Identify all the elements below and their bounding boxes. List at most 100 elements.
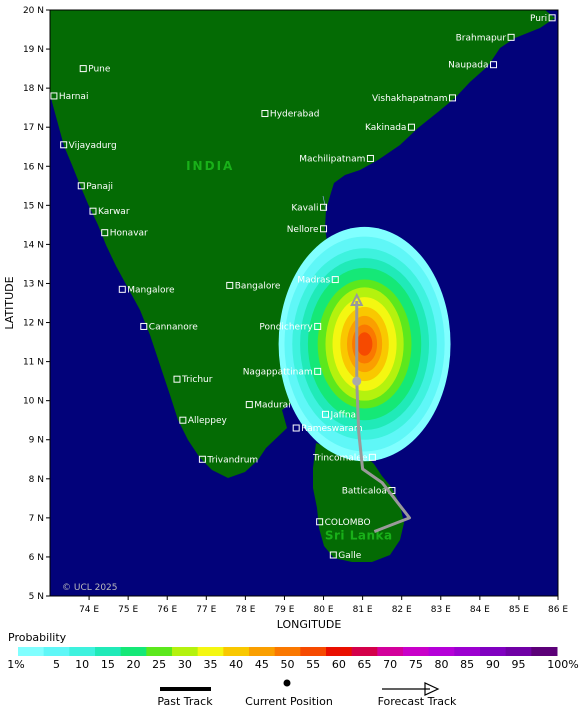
city-marker-icon: [261, 110, 269, 118]
city-label: Karwar: [98, 207, 130, 217]
city-marker-icon: [407, 123, 415, 131]
legend-swatch-label: 60: [332, 658, 346, 671]
lon-tick-label: 84 E: [470, 605, 490, 615]
city-label: Honavar: [110, 229, 148, 239]
city-marker-icon: [198, 455, 206, 463]
forecast-arrow-icon: [424, 682, 440, 696]
city-marker-icon: [292, 424, 300, 432]
legend-swatch: [326, 647, 353, 656]
legend-swatch: [146, 647, 173, 656]
legend-swatch-label: 25: [152, 658, 166, 671]
legend-swatch: [274, 647, 301, 656]
legend-swatch: [69, 647, 96, 656]
lon-tick-label: 85 E: [509, 605, 529, 615]
city-label: Pondicherry: [259, 322, 313, 332]
city-marker-icon: [548, 14, 556, 22]
city-label: Nellore: [287, 225, 319, 235]
legend-swatch-label: 95: [512, 658, 526, 671]
legend-swatch: [454, 647, 481, 656]
current-position-sample: [283, 679, 291, 687]
city-marker-icon: [173, 375, 181, 383]
city-label: Vishakhapatnam: [372, 94, 448, 104]
city-label: Trincomalee: [312, 453, 368, 463]
past-track-label: Past Track: [157, 695, 213, 708]
city-label: Jaffna: [329, 410, 356, 420]
legend-swatch-label: 50: [281, 658, 295, 671]
lat-tick-label: 19 N: [23, 45, 44, 55]
legend-swatch: [43, 647, 70, 656]
lon-tick-label: 83 E: [431, 605, 451, 615]
legend-swatch-label: 5: [53, 658, 60, 671]
lat-tick-label: 18 N: [23, 84, 44, 94]
legend-swatch-label: 75: [409, 658, 423, 671]
city-label: Galle: [338, 551, 361, 561]
lon-tick-label: 81 E: [353, 605, 373, 615]
city-label: Nagappattinam: [243, 367, 313, 377]
region-label: INDIA: [186, 159, 234, 173]
lat-tick-label: 20 N: [23, 6, 44, 16]
x-axis-title: LONGITUDE: [277, 618, 342, 631]
city-marker-icon: [448, 94, 456, 102]
axis-ticks: 20 N 19 N 18 N 17 N 16 N 15 N 14 N 13 N 12 N 11 N…: [23, 6, 568, 615]
legend-swatch-label: 35: [204, 658, 218, 671]
current-position-label: Current Position: [245, 695, 333, 708]
city-label: Kavali: [291, 203, 318, 213]
lon-tick-label: 75 E: [118, 605, 138, 615]
legend-swatch-label: 65: [358, 658, 372, 671]
india-landmass: [50, 10, 555, 478]
city-label: Alleppey: [188, 416, 228, 426]
city-label: Pune: [88, 65, 111, 75]
city-marker-icon: [226, 281, 234, 289]
city-marker-icon: [320, 225, 328, 233]
legend-swatch: [197, 647, 224, 656]
city-marker-icon: [507, 33, 515, 41]
city-label: Naupada: [448, 61, 488, 71]
legend-swatch: [351, 647, 378, 656]
legend-swatch-label: 30: [178, 658, 192, 671]
city-marker-icon: [179, 416, 187, 424]
lat-tick-label: 15 N: [23, 201, 44, 211]
legend-swatch: [95, 647, 122, 656]
lat-tick-label: 12 N: [23, 319, 44, 329]
lat-tick-label: 10 N: [23, 397, 44, 407]
sri-lanka-landmass: [313, 443, 404, 562]
city-marker-icon: [366, 154, 374, 162]
legend-swatch: [18, 647, 45, 656]
legend-swatch: [505, 647, 532, 656]
legend-swatch-label: 80: [435, 658, 449, 671]
lat-tick-label: 17 N: [23, 123, 44, 133]
city-label: Harnai: [59, 92, 89, 102]
city-marker-icon: [77, 182, 85, 190]
lon-tick-label: 78 E: [235, 605, 255, 615]
legend-swatch: [300, 647, 327, 656]
forecast-arrowhead-icon: [350, 292, 364, 307]
city-marker-icon: [368, 453, 376, 461]
city-label: Brahmapur: [456, 33, 507, 43]
lon-tick-label: 76 E: [157, 605, 177, 615]
city-label: Trichur: [181, 375, 213, 385]
lat-tick-label: 8 N: [29, 475, 44, 485]
city-label: Machilipatnam: [299, 154, 365, 164]
city-label: Madurai: [254, 401, 290, 411]
legend-past-track: Past Track: [157, 687, 213, 708]
city-marker-icon: [316, 518, 324, 526]
probability-title: Probability: [8, 631, 67, 644]
city-marker-icon: [314, 322, 322, 330]
lat-tick-label: 14 N: [23, 240, 44, 250]
copyright-text: © UCL 2025: [62, 583, 118, 593]
city-label: Kakinada: [365, 123, 406, 133]
legend-swatch: [480, 647, 507, 656]
city-label: Rameswaram: [301, 424, 362, 434]
lat-tick-label: 13 N: [23, 279, 44, 289]
city-label: Puri: [530, 14, 547, 24]
lon-tick-label: 86 E: [548, 605, 568, 615]
city-marker-icon: [329, 551, 337, 559]
city-marker-icon: [60, 141, 68, 149]
city-label: Batticaloa: [342, 487, 387, 497]
lat-tick-label: 11 N: [23, 358, 44, 368]
city-marker-icon: [79, 65, 87, 73]
city-label: Bangalore: [235, 281, 281, 291]
legend-swatch: [428, 647, 455, 656]
legend-swatch: [531, 647, 558, 656]
city-label: Vijayadurg: [69, 141, 117, 151]
